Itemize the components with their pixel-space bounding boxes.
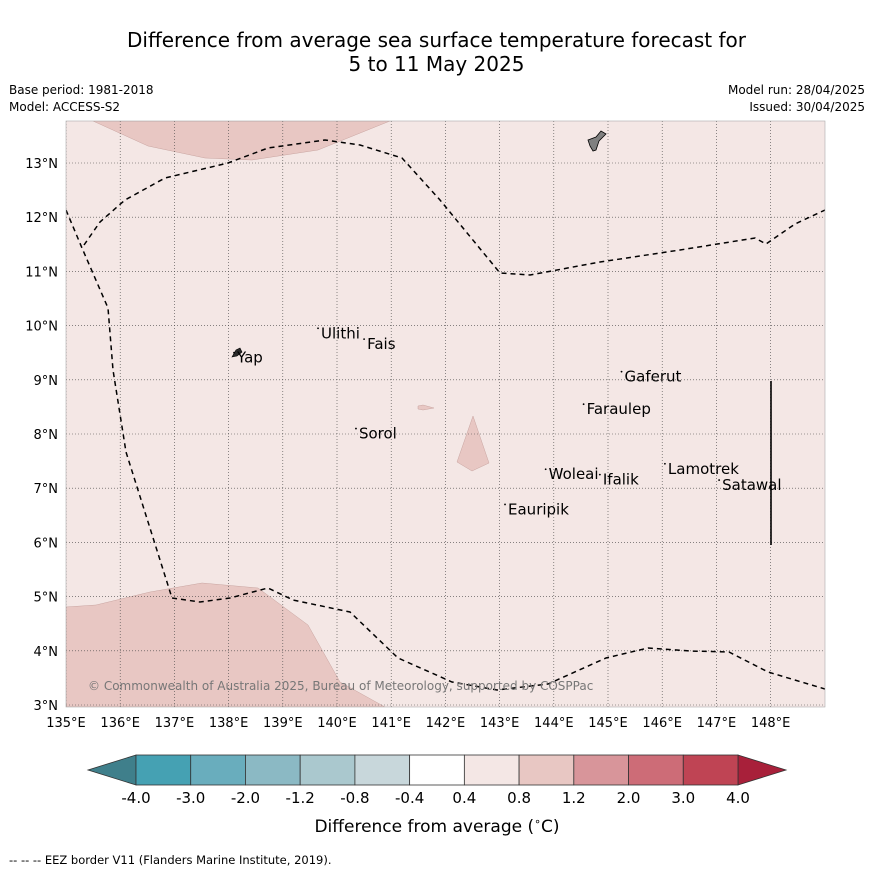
lon-tick-label: 147°E bbox=[697, 716, 737, 731]
lat-tick-label: 5°N bbox=[34, 591, 59, 606]
lat-tick-label: 9°N bbox=[34, 374, 59, 389]
place-label-ifalik: Ifalik bbox=[603, 471, 639, 489]
graticule bbox=[66, 121, 825, 707]
lat-tick-label: 3°N bbox=[34, 699, 59, 714]
lon-tick-label: 142°E bbox=[426, 716, 466, 731]
place-label-woleai: Woleai bbox=[549, 465, 599, 483]
copyright-notice: © Commonwealth of Australia 2025, Bureau… bbox=[88, 679, 593, 693]
place-marker-woleai bbox=[544, 468, 547, 471]
base-period: Base period: 1981-2018 bbox=[9, 83, 154, 97]
lat-tick-label: 8°N bbox=[34, 428, 59, 443]
map-frame bbox=[65, 120, 826, 708]
colorbar-segment bbox=[135, 754, 192, 786]
meta-left: Base period: 1981-2018 Model: ACCESS-S2 bbox=[9, 82, 154, 116]
colorbar-extend-high bbox=[737, 754, 788, 786]
lon-tick-label: 143°E bbox=[480, 716, 520, 731]
colorbar: -4.0 -3.0 -2.0 -1.2 -0.8 -0.4 0.4 0.8 1.2 2.0 3.0 4… bbox=[86, 754, 788, 807]
model-run: Model run: 28/04/2025 bbox=[727, 83, 865, 97]
place-label-eauripik: Eauripik bbox=[508, 500, 569, 518]
colorbar-segment bbox=[354, 754, 411, 786]
warm-anomaly-patch-small bbox=[417, 404, 435, 411]
model-name: Model: ACCESS-S2 bbox=[9, 100, 121, 114]
place-label-lamotrek: Lamotrek bbox=[668, 460, 739, 478]
title-line-2: 5 to 11 May 2025 bbox=[348, 52, 525, 76]
colorbar-tick-label: 0.8 bbox=[507, 789, 531, 807]
lon-tick-label: 145°E bbox=[588, 716, 628, 731]
colorbar-segment bbox=[245, 754, 301, 786]
warm-anomaly-patch-central bbox=[456, 415, 490, 472]
colorbar-segment bbox=[628, 754, 684, 786]
place-label-gaferut: Gaferut bbox=[625, 368, 682, 386]
place-marker-faraulep bbox=[582, 403, 585, 406]
place-label-faraulep: Faraulep bbox=[587, 400, 651, 418]
issued-date: Issued: 30/04/2025 bbox=[749, 100, 865, 114]
eez-border-north bbox=[83, 139, 825, 276]
place-marker-ifalik bbox=[598, 473, 601, 476]
place-label-ulithi: Ulithi bbox=[321, 324, 360, 342]
place-marker-gaferut bbox=[620, 370, 623, 373]
title-line-1: Difference from average sea surface temp… bbox=[126, 28, 746, 52]
colorbar-segment bbox=[299, 754, 356, 786]
place-marker-lamotrek bbox=[664, 462, 666, 465]
lon-tick-label: 144°E bbox=[534, 716, 574, 731]
axis-tick-labels: 135°E 136°E 137°E 138°E 139°E 140°E 141°E 142°E… bbox=[25, 157, 790, 731]
colorbar-tick-label: -0.8 bbox=[340, 789, 369, 807]
colorbar-segment bbox=[518, 754, 575, 786]
lon-tick-label: 138°E bbox=[209, 716, 249, 731]
colorbar-tick-label: -1.2 bbox=[286, 789, 315, 807]
place-marker-ulithi bbox=[317, 327, 319, 330]
lon-tick-label: 146°E bbox=[642, 716, 682, 731]
lon-tick-label: 148°E bbox=[751, 716, 791, 731]
colorbar-label: Difference from average (∘C) bbox=[314, 815, 559, 837]
lat-tick-label: 6°N bbox=[34, 536, 59, 551]
place-label-fais: Fais bbox=[367, 335, 396, 353]
lon-tick-label: 141°E bbox=[371, 716, 411, 731]
chart-title: Difference from average sea surface temp… bbox=[0, 28, 873, 76]
meta-right: Model run: 28/04/2025 Issued: 30/04/2025 bbox=[728, 82, 865, 116]
lat-tick-label: 13°N bbox=[25, 157, 58, 172]
island-guam bbox=[587, 130, 607, 152]
colorbar-segment bbox=[409, 754, 465, 786]
lat-tick-label: 12°N bbox=[25, 211, 58, 226]
colorbar-segment bbox=[190, 754, 246, 786]
colorbar-segment bbox=[573, 754, 629, 786]
place-label-satawal: Satawal bbox=[722, 476, 781, 494]
lon-tick-label: 136°E bbox=[100, 716, 140, 731]
place-marker-fais bbox=[363, 338, 365, 341]
place-marker-satawal bbox=[718, 479, 721, 481]
lon-tick-label: 137°E bbox=[155, 716, 195, 731]
colorbar-tick-label: -3.0 bbox=[176, 789, 205, 807]
colorbar-tick-label: 0.4 bbox=[452, 789, 476, 807]
warm-anomaly-patch-south bbox=[66, 582, 386, 707]
colorbar-segment bbox=[463, 754, 520, 786]
place-label-yap: Yap bbox=[236, 349, 263, 367]
colorbar-tick-label: -4.0 bbox=[121, 789, 150, 807]
colorbar-extend-low bbox=[86, 754, 137, 786]
island-yap bbox=[231, 347, 243, 358]
lon-tick-label: 140°E bbox=[317, 716, 357, 731]
colorbar-tick-label: -2.0 bbox=[231, 789, 260, 807]
colorbar-segment bbox=[682, 754, 739, 786]
lon-tick-label: 135°E bbox=[46, 716, 86, 731]
colorbar-tick-label: 1.2 bbox=[562, 789, 586, 807]
eez-footnote: -- -- -- EEZ border V11 (Flanders Marine… bbox=[9, 853, 332, 867]
eez-border bbox=[66, 209, 825, 691]
colorbar-tick-label: 4.0 bbox=[726, 789, 750, 807]
warm-anomaly-patch-north bbox=[92, 121, 391, 161]
place-labels: Yap Ulithi Fais Gaferut Faraulep Sorol Woleai I… bbox=[233, 324, 782, 518]
lon-tick-label: 139°E bbox=[263, 716, 303, 731]
place-label-sorol: Sorol bbox=[359, 425, 397, 443]
place-marker-sorol bbox=[355, 427, 357, 430]
lat-tick-label: 10°N bbox=[25, 320, 58, 335]
lat-tick-label: 11°N bbox=[25, 265, 58, 280]
colorbar-tick-label: 2.0 bbox=[617, 789, 641, 807]
lat-tick-label: 4°N bbox=[34, 645, 59, 660]
lat-tick-label: 7°N bbox=[34, 482, 59, 497]
place-marker-eauripik bbox=[504, 503, 506, 506]
place-marker-yap bbox=[233, 351, 235, 354]
colorbar-tick-label: 3.0 bbox=[671, 789, 695, 807]
colorbar-tick-label: -0.4 bbox=[395, 789, 424, 807]
